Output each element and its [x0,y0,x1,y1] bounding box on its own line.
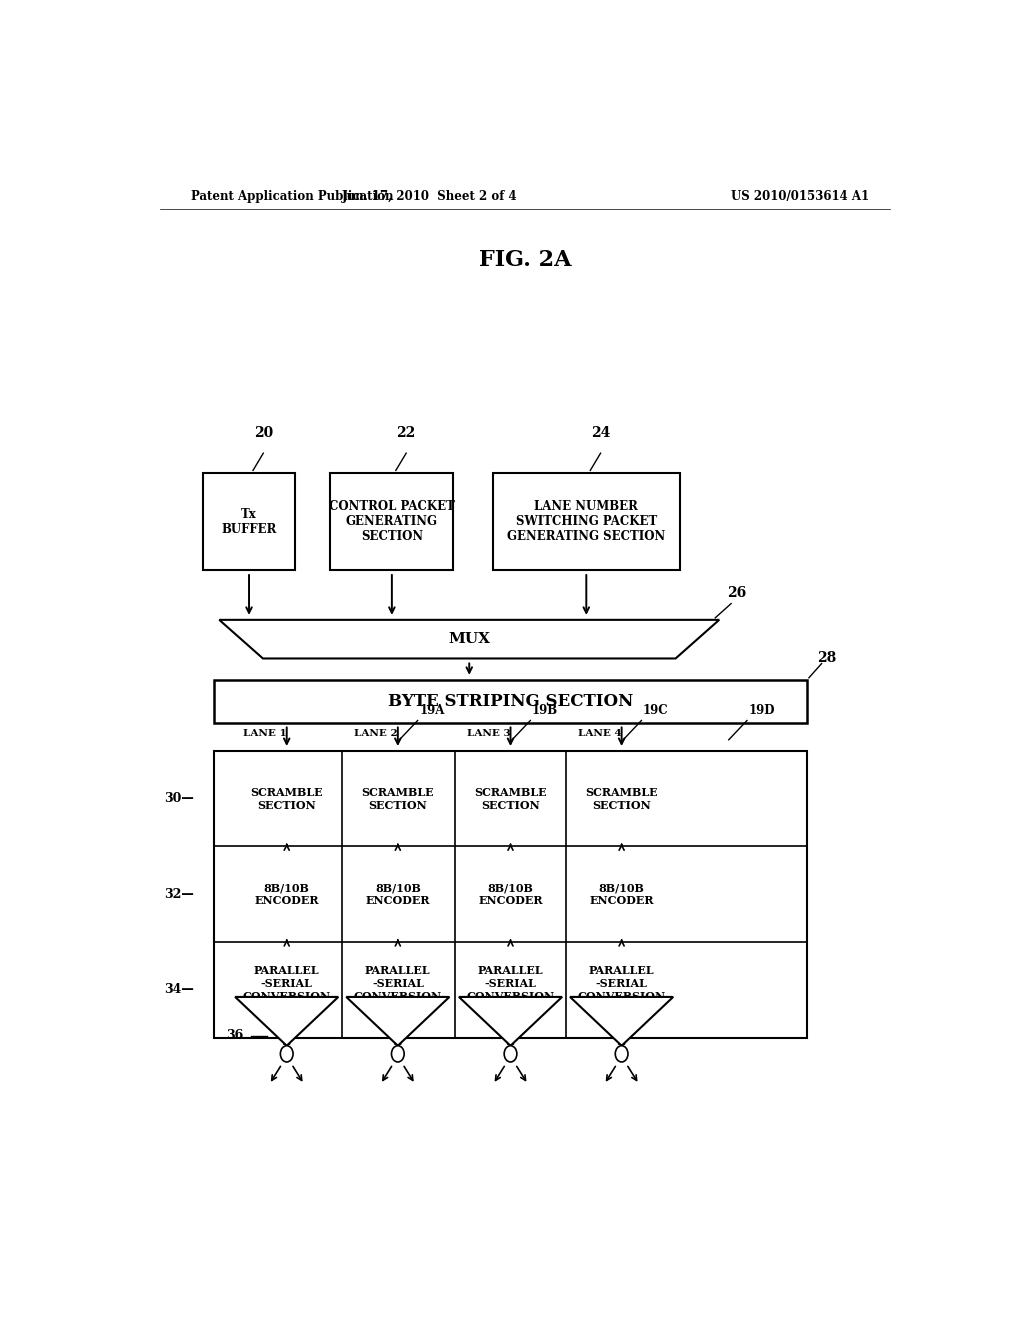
Text: 20: 20 [254,426,273,440]
Text: PARALLEL
-SERIAL
CONVERSION
SECTION: PARALLEL -SERIAL CONVERSION SECTION [467,965,555,1015]
Text: BYTE STRIPING SECTION: BYTE STRIPING SECTION [388,693,633,710]
Text: 24: 24 [591,426,610,440]
Text: 34—: 34— [164,983,194,997]
Text: SCRAMBLE
SECTION: SCRAMBLE SECTION [251,787,323,810]
Bar [214,680,807,722]
Text: 19C: 19C [643,705,669,718]
Text: LANE 1: LANE 1 [243,729,287,738]
Text: 8B/10B
ENCODER: 8B/10B ENCODER [366,882,430,906]
Text: US 2010/0153614 A1: US 2010/0153614 A1 [731,190,869,202]
Polygon shape [346,997,450,1045]
Polygon shape [236,997,338,1045]
Text: 19B: 19B [531,705,558,718]
Text: 22: 22 [396,426,416,440]
Text: 8B/10B
ENCODER: 8B/10B ENCODER [590,882,654,906]
Polygon shape [570,997,673,1045]
Text: 36: 36 [226,1030,243,1041]
Text: 8B/10B
ENCODER: 8B/10B ENCODER [255,882,318,906]
Polygon shape [459,997,562,1045]
Text: LANE 2: LANE 2 [354,729,398,738]
Text: 19D: 19D [749,705,775,718]
Text: 8B/10B
ENCODER: 8B/10B ENCODER [478,882,543,906]
Text: SCRAMBLE
SECTION: SCRAMBLE SECTION [361,787,434,810]
Bar [204,474,295,570]
Text: LANE 3: LANE 3 [467,729,511,738]
Text: 26: 26 [727,586,746,599]
Text: LANE NUMBER
SWITCHING PACKET
GENERATING SECTION: LANE NUMBER SWITCHING PACKET GENERATING … [507,500,666,544]
Text: PARALLEL
-SERIAL
CONVERSION
SECTION: PARALLEL -SERIAL CONVERSION SECTION [353,965,442,1015]
Circle shape [504,1045,517,1063]
Text: SCRAMBLE
SECTION: SCRAMBLE SECTION [474,787,547,810]
Text: LANE 4: LANE 4 [578,729,622,738]
Text: PARALLEL
-SERIAL
CONVERSION
SECTION: PARALLEL -SERIAL CONVERSION SECTION [243,965,331,1015]
Bar [214,751,807,1038]
Circle shape [281,1045,293,1063]
Bar [494,474,680,570]
Text: 19A: 19A [419,705,444,718]
Text: Tx
BUFFER: Tx BUFFER [221,508,276,536]
Text: 28: 28 [817,651,837,664]
Circle shape [615,1045,628,1063]
Text: MUX: MUX [449,632,490,647]
Text: CONTROL PACKET
GENERATING
SECTION: CONTROL PACKET GENERATING SECTION [329,500,455,544]
Text: Jun. 17, 2010  Sheet 2 of 4: Jun. 17, 2010 Sheet 2 of 4 [342,190,517,202]
Text: SCRAMBLE
SECTION: SCRAMBLE SECTION [586,787,658,810]
Text: 32—: 32— [164,888,194,900]
Text: Patent Application Publication: Patent Application Publication [191,190,394,202]
Text: PARALLEL
-SERIAL
CONVERSION
SECTION: PARALLEL -SERIAL CONVERSION SECTION [578,965,666,1015]
Text: 30—: 30— [164,792,194,805]
Bar [331,474,454,570]
Text: FIG. 2A: FIG. 2A [478,249,571,271]
Circle shape [391,1045,404,1063]
Polygon shape [219,620,719,659]
